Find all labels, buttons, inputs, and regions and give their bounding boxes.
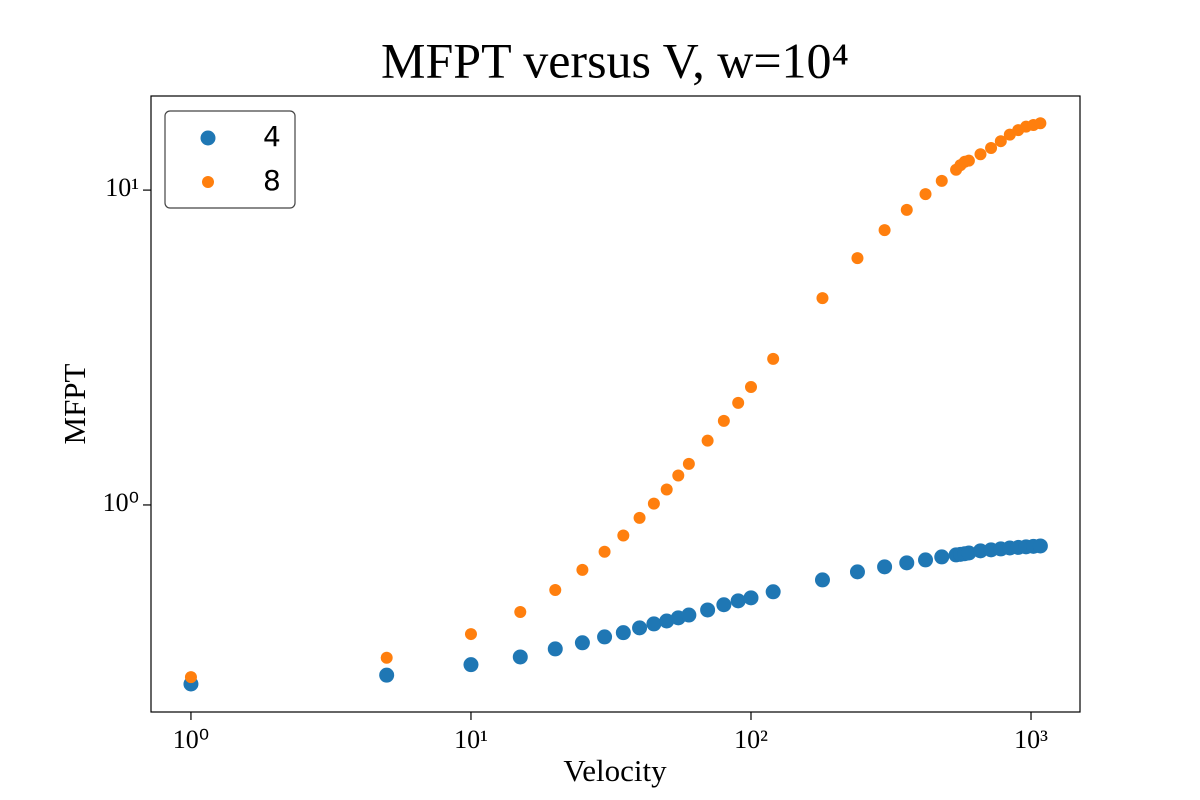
data-point [597,629,613,645]
data-point [547,641,563,657]
data-point [184,671,197,684]
data-point [574,635,590,651]
data-point [919,188,932,201]
data-point [918,552,934,568]
data-point [1032,538,1048,554]
legend-marker [200,130,216,146]
data-point [899,555,915,571]
data-point [744,380,757,393]
data-point [701,434,714,447]
data-point [512,649,528,665]
data-point [633,511,646,524]
data-point [765,584,781,600]
data-point [743,590,759,606]
data-point [732,396,745,409]
data-point [700,602,716,618]
legend-label: 4 [263,120,281,153]
data-point [849,564,865,580]
data-point [985,142,998,155]
data-point [961,545,977,561]
data-point [463,657,479,673]
data-point [632,620,648,636]
y-axis-label: MFPT [57,363,92,444]
data-point [994,135,1007,148]
data-point [660,483,673,496]
data-point [647,497,660,510]
data-point [900,203,913,216]
data-point [514,606,527,619]
data-point [851,252,864,265]
x-tick-label: 10¹ [454,725,488,754]
data-point [615,625,631,641]
data-point [974,148,987,161]
data-point [934,549,950,565]
y-tick-label: 10⁰ [103,488,139,517]
data-point [646,616,662,632]
data-point [682,457,695,470]
data-point [962,154,975,167]
y-tick-label: 10¹ [105,173,139,202]
data-point [380,651,393,664]
data-point [549,583,562,596]
data-point [767,352,780,365]
data-point [576,563,589,576]
data-point [814,572,830,588]
data-point [877,559,893,575]
x-tick-label: 10⁰ [173,725,209,754]
x-tick-label: 10² [734,725,768,754]
data-point [379,667,395,683]
data-point [935,174,948,187]
chart-title: MFPT versus V, w=10⁴ [381,32,849,88]
data-point [816,292,829,305]
data-point [617,529,630,542]
data-point [1034,117,1047,130]
x-axis-label: Velocity [563,753,667,788]
legend-box [164,110,296,209]
legend-marker [202,176,214,188]
data-point [878,224,891,237]
x-tick-label: 10³ [1014,725,1048,754]
data-point [730,593,746,609]
data-point [717,414,730,427]
data-point [659,613,675,629]
data-point [672,469,685,482]
data-point [464,628,477,641]
plot-frame [150,95,1081,713]
data-point [681,607,697,623]
data-point [716,597,732,613]
data-point [598,545,611,558]
legend-label: 8 [263,164,281,197]
